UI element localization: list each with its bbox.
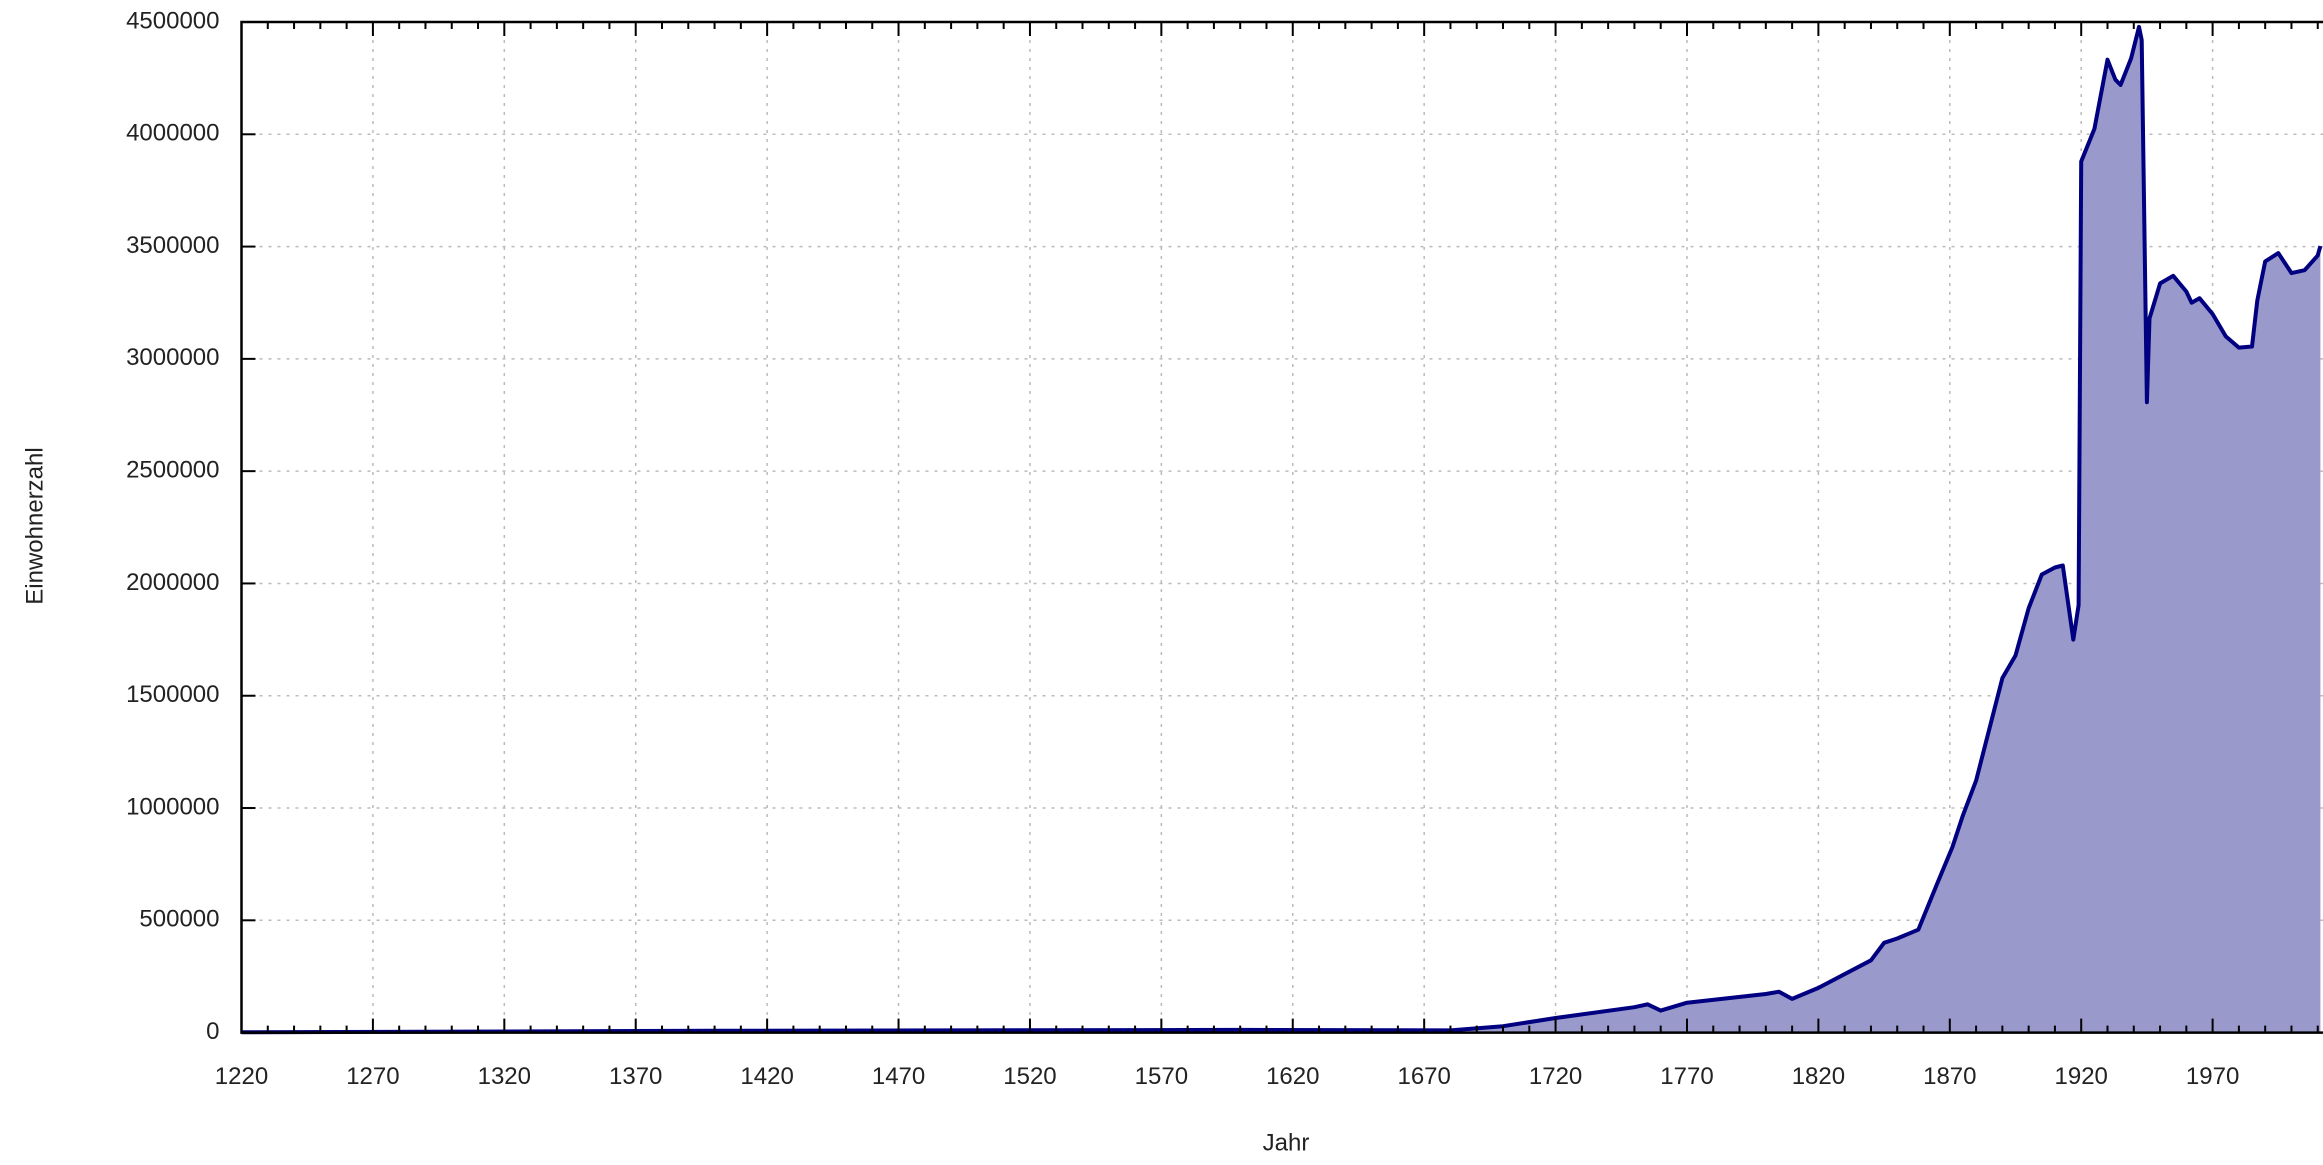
x-tick-label: 1370 bbox=[609, 1063, 662, 1090]
y-tick-label: 2500000 bbox=[126, 456, 219, 483]
x-tick-label: 1720 bbox=[1529, 1063, 1582, 1090]
x-tick-label: 1470 bbox=[872, 1063, 925, 1090]
y-tick-label: 500000 bbox=[139, 906, 219, 933]
y-tick-label: 0 bbox=[206, 1018, 219, 1045]
x-tick-label: 1820 bbox=[1792, 1063, 1845, 1090]
y-axis-label: Einwohnerzahl bbox=[21, 447, 48, 604]
x-tick-label: 1420 bbox=[740, 1063, 793, 1090]
y-tick-label: 4500000 bbox=[126, 7, 219, 34]
y-tick-label: 1000000 bbox=[126, 793, 219, 820]
line bbox=[241, 24, 2323, 1035]
x-tick-label: 1270 bbox=[346, 1063, 399, 1090]
x-tick-label: 1220 bbox=[215, 1063, 268, 1090]
x-tick-label: 1620 bbox=[1266, 1063, 1319, 1090]
y-tick-label: 1500000 bbox=[126, 681, 219, 708]
y-tick-label: 4000000 bbox=[126, 120, 219, 147]
y-tick-label: 2000000 bbox=[126, 569, 219, 596]
y-tick-label: 3500000 bbox=[126, 232, 219, 259]
x-tick-label: 1870 bbox=[1923, 1063, 1976, 1090]
x-tick-label: 1670 bbox=[1397, 1063, 1450, 1090]
x-tick-label: 1770 bbox=[1660, 1063, 1713, 1090]
x-tick-label: 1520 bbox=[1003, 1063, 1056, 1090]
area bbox=[241, 26, 2321, 1033]
x-axis-label: Jahr bbox=[1263, 1129, 1310, 1156]
plot-frame bbox=[240, 20, 2323, 1034]
x-tick-label: 1920 bbox=[2055, 1063, 2108, 1090]
y-tick-label: 3000000 bbox=[126, 344, 219, 371]
x-tick-label: 1320 bbox=[478, 1063, 531, 1090]
x-tick-label: 1970 bbox=[2186, 1063, 2239, 1090]
x-tick-label: 1570 bbox=[1135, 1063, 1188, 1090]
